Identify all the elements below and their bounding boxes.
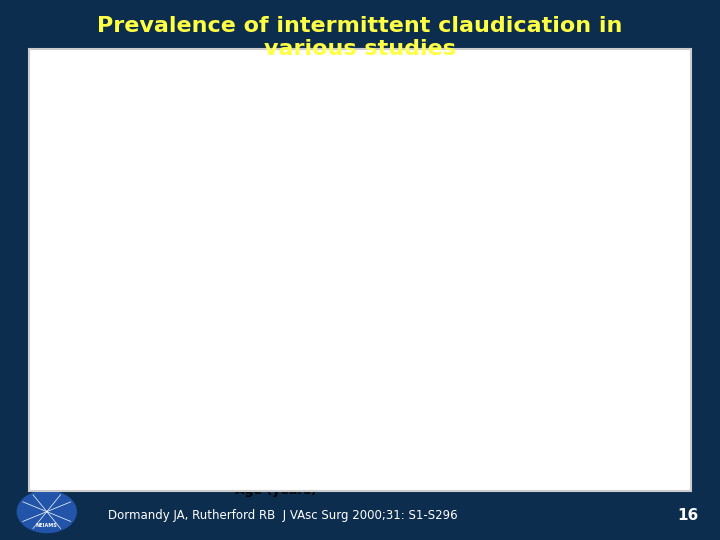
Circle shape <box>17 491 76 532</box>
Text: NEIAMS: NEIAMS <box>36 523 58 528</box>
Text: Dormandy JA, Rutherford RB  J VAsc Surg 2000;31: S1-S296: Dormandy JA, Rutherford RB J VAsc Surg 2… <box>108 509 458 522</box>
Y-axis label: Prevalence %: Prevalence % <box>40 228 53 323</box>
Legend: Hughson et al (1978), De Backer et al (1979), Reunanen et al (1982), Fowkes et a: Hughson et al (1978), De Backer et al (1… <box>489 93 641 212</box>
Text: Prevalence of intermittent claudication in
various studies: Prevalence of intermittent claudication … <box>97 16 623 59</box>
Text: 16: 16 <box>677 508 698 523</box>
X-axis label: Age (years): Age (years) <box>235 484 316 497</box>
